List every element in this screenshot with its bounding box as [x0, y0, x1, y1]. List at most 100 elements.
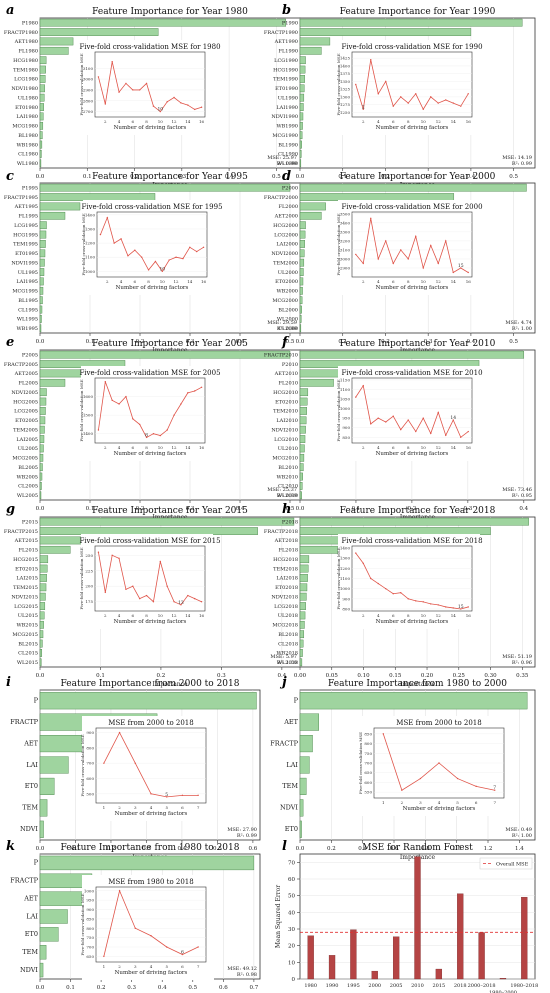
category-label: FRACTP2018 [264, 529, 298, 535]
inset-x-axis-label: Number of driving factors [403, 806, 476, 812]
mse-point [180, 604, 182, 606]
x-tick-label: 0.4 [358, 846, 367, 852]
x-tick-label: 0.10 [357, 673, 370, 679]
inset-x-axis-label: Number of driving factors [115, 970, 188, 976]
mse-point [193, 597, 196, 600]
inset-x-tick-label: 6 [392, 119, 395, 124]
bar [39, 193, 156, 201]
mse-point [437, 102, 439, 104]
mse-point [168, 259, 170, 261]
category-label: WB2010 [276, 474, 298, 480]
inset-x-tick-label: 4 [438, 800, 441, 805]
x-tick-label: 0.1 [338, 339, 347, 345]
mse-point [166, 946, 168, 948]
bar [371, 970, 378, 980]
bar [39, 777, 55, 795]
x-tick-label: 0.1 [66, 985, 75, 991]
bar [39, 75, 46, 83]
x-tick-label: 0.1 [352, 506, 361, 512]
mse-point [362, 262, 364, 265]
category-label: LAI [26, 761, 38, 769]
category-label: HCG2018 [273, 557, 298, 563]
mse-point [125, 395, 127, 398]
mse-point [362, 108, 364, 110]
bar [299, 140, 302, 149]
bar [39, 555, 49, 564]
bar [39, 277, 44, 286]
mse-point [362, 384, 364, 387]
mse-point [97, 76, 100, 78]
mse-point [460, 608, 462, 610]
category-label: WB1990 [276, 124, 298, 130]
category-label: FRACTP2015 [4, 529, 38, 535]
inset-x-tick-label: 5 [165, 805, 168, 810]
inset-x-tick-label: 10 [421, 613, 427, 618]
inset-y-axis-label: Five-fold cross-validation MSE [358, 732, 363, 794]
inset-y-tick-label: 1000 [85, 269, 96, 274]
bar [299, 159, 302, 168]
inset-y-axis-label: Five-fold cross-validation MSE [80, 893, 85, 955]
bar [39, 611, 45, 620]
bar [39, 463, 43, 472]
category-label: HCG2010 [273, 390, 298, 396]
mse-point [401, 789, 403, 791]
inset-x-tick-label: 4 [118, 119, 121, 124]
bar [299, 46, 322, 55]
x-tick-label: 0.0 [36, 339, 45, 345]
inset-title: MSE from 2000 to 2018 [108, 719, 193, 727]
category-label: P2000 [282, 185, 298, 191]
category-label: AET [283, 718, 298, 726]
inset-frame [94, 51, 206, 118]
panel-letter: i [6, 675, 11, 690]
panel-letter: j [279, 675, 287, 690]
category-label: UL1980 [18, 95, 38, 101]
min-annotation: 2 [362, 104, 365, 110]
r2-stat: R²: 0.99 [277, 493, 297, 499]
inset-y-tick-label: 850 [364, 731, 372, 736]
x-tick-label: 0.1 [338, 174, 347, 180]
inset-y-tick-label: 1050 [340, 397, 351, 402]
mse-point [125, 588, 127, 591]
inset-y-tick-label: 3100 [83, 66, 94, 71]
bar [299, 324, 302, 333]
inset-x-tick-label: 16 [466, 613, 472, 618]
inset-y-tick-label: 1000 [340, 406, 351, 411]
x-tick-label: 0.5 [509, 174, 518, 180]
min-annotation: 6 [181, 950, 184, 956]
inset-x-tick-label: 16 [199, 445, 205, 450]
mse-point [97, 429, 100, 431]
panel-letter: d [282, 169, 291, 184]
bar [299, 517, 529, 526]
x-tick-label: 0.15 [389, 673, 402, 679]
inset-x-tick-label: 7 [493, 800, 496, 805]
bar [39, 435, 45, 443]
category-label: AET [23, 894, 38, 902]
mse-point [467, 93, 469, 95]
bar [299, 482, 303, 490]
mse-point [400, 249, 402, 251]
category-label: MCG1995 [12, 289, 38, 295]
mse-point [422, 417, 424, 419]
x-tick-label: 1.0 [452, 846, 461, 852]
bar [299, 713, 319, 731]
category-label: P2018 [282, 519, 298, 525]
category-label: LAI1990 [276, 105, 298, 111]
inset-y-tick-label: 700 [364, 761, 372, 766]
mse-point [150, 935, 152, 937]
bar [39, 407, 46, 415]
bar [521, 896, 528, 980]
x-tick-label: 0.3 [424, 174, 433, 180]
mse-point [355, 83, 357, 86]
mse-point [452, 271, 454, 274]
mse-point [166, 796, 168, 798]
inset-y-tick-label: 650 [364, 770, 372, 775]
inset-x-tick-label: 8 [145, 613, 148, 618]
inset-x-tick-label: 8 [147, 279, 150, 284]
inset-x-axis-label: Number of driving factors [115, 811, 188, 817]
inset-y-tick-label: 1150 [340, 377, 351, 382]
x-tick-label: 0.2 [408, 506, 417, 512]
x-tick-label: 0.4 [236, 339, 245, 345]
bar [39, 649, 43, 657]
inset-y-axis-label: Five-fold cross-validation MSE [336, 547, 341, 609]
inset-x-tick-label: 6 [132, 445, 135, 450]
